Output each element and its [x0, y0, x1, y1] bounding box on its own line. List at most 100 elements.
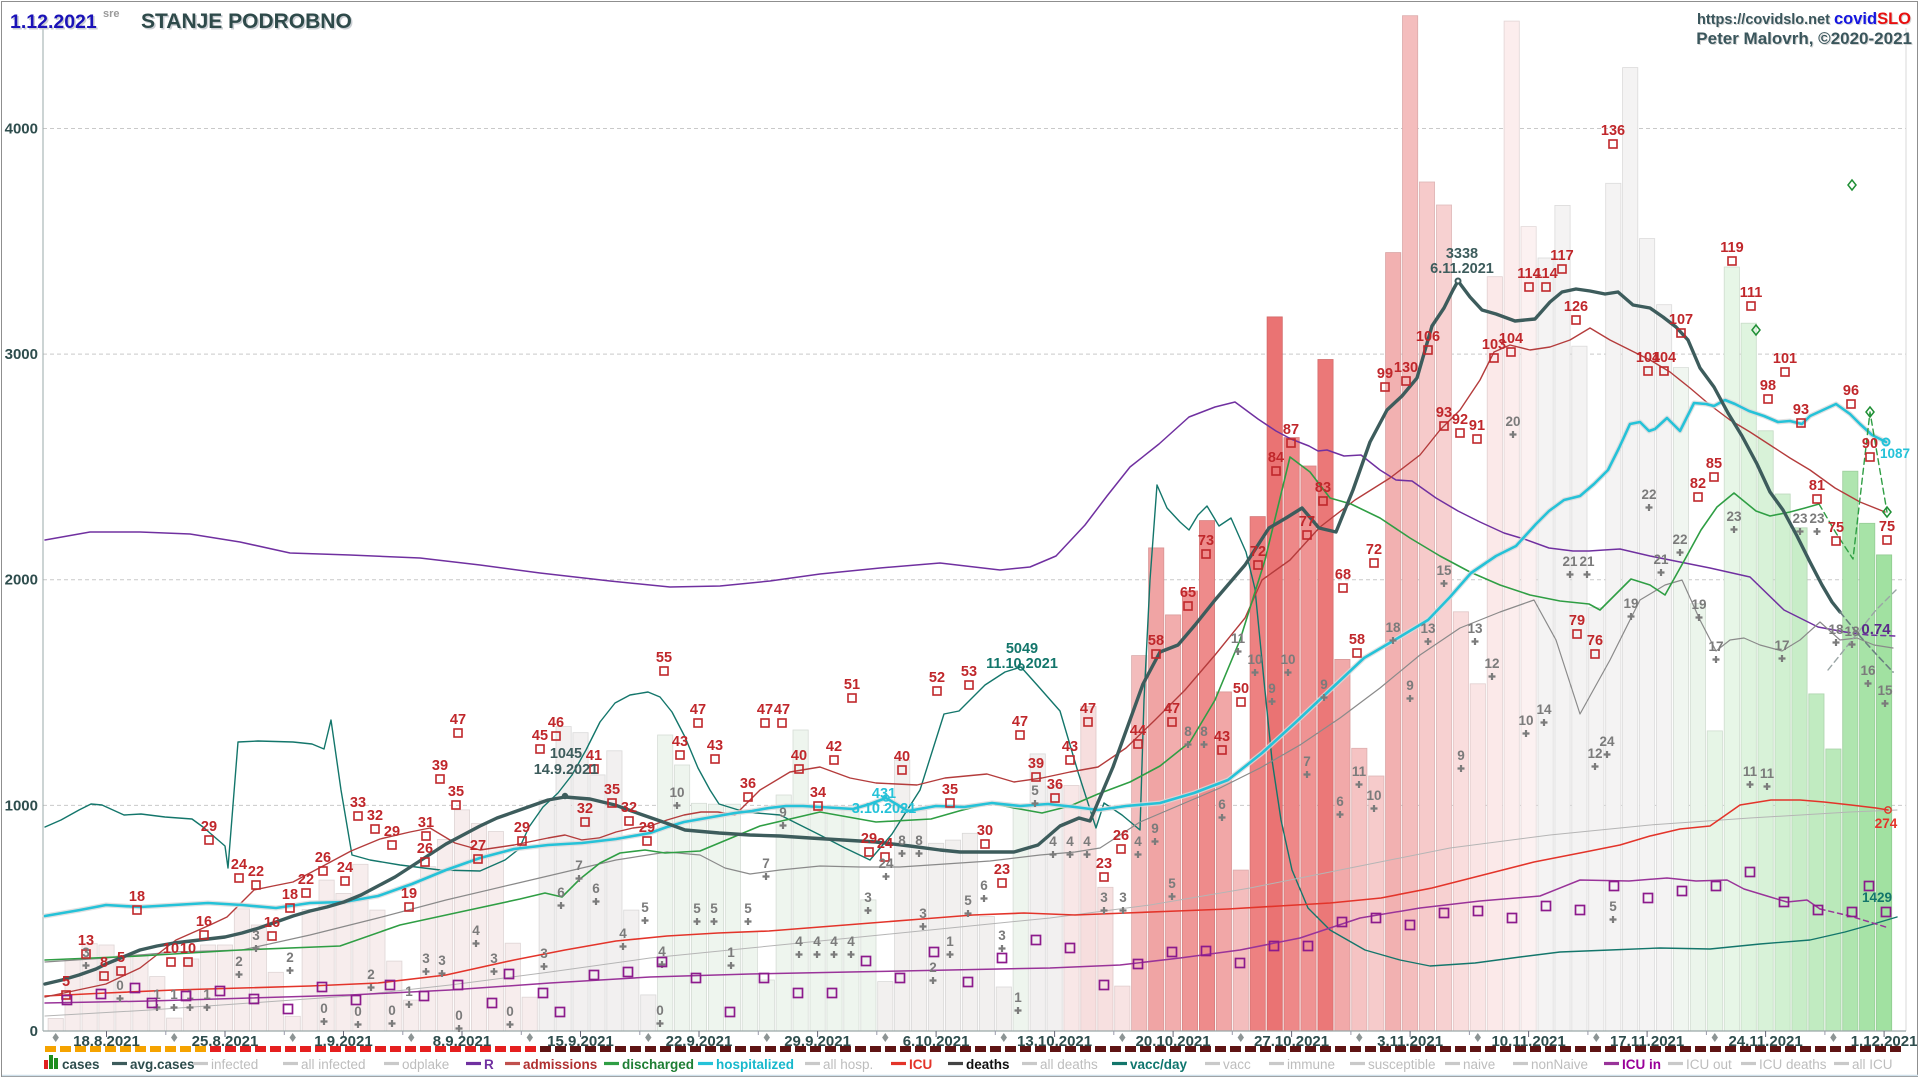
- svg-text:81: 81: [1809, 478, 1825, 494]
- svg-text:1.9.2021: 1.9.2021: [314, 1033, 372, 1050]
- svg-text:22: 22: [248, 864, 264, 880]
- svg-text:12: 12: [1484, 656, 1499, 671]
- svg-text:all ICU: all ICU: [1852, 1057, 1893, 1072]
- svg-text:18: 18: [1844, 624, 1860, 639]
- svg-text:5: 5: [1609, 899, 1617, 914]
- svg-text:2: 2: [235, 954, 243, 969]
- svg-text:111: 111: [1740, 285, 1763, 301]
- svg-text:3: 3: [1100, 890, 1108, 905]
- svg-text:0: 0: [388, 1003, 396, 1018]
- svg-text:6: 6: [557, 885, 565, 900]
- svg-text:47: 47: [450, 712, 466, 728]
- svg-text:34: 34: [810, 785, 826, 801]
- svg-text:103: 103: [1482, 337, 1506, 353]
- svg-text:4: 4: [1049, 834, 1057, 849]
- svg-text:35: 35: [604, 782, 620, 798]
- svg-text:10: 10: [1280, 652, 1295, 667]
- svg-text:13: 13: [1420, 621, 1436, 636]
- svg-text:50: 50: [1233, 681, 1249, 697]
- svg-text:8: 8: [1184, 724, 1192, 739]
- svg-text:0: 0: [116, 978, 124, 993]
- svg-text:16: 16: [196, 914, 212, 930]
- svg-text:10.11.2021: 10.11.2021: [1491, 1033, 1565, 1050]
- svg-text:discharged: discharged: [622, 1057, 694, 1072]
- svg-text:7: 7: [1303, 754, 1311, 769]
- svg-text:8: 8: [898, 833, 906, 848]
- svg-text:4: 4: [619, 926, 627, 941]
- svg-text:18: 18: [1385, 620, 1401, 635]
- svg-text:72: 72: [1366, 542, 1382, 558]
- svg-text:47: 47: [1080, 701, 1096, 717]
- svg-text:6: 6: [1336, 794, 1344, 809]
- svg-text:21: 21: [1653, 552, 1669, 567]
- svg-text:24: 24: [1599, 734, 1615, 749]
- svg-text:85: 85: [1706, 456, 1722, 472]
- svg-text:susceptible: susceptible: [1368, 1057, 1436, 1072]
- svg-text:STANJE PODROBNO: STANJE PODROBNO: [141, 10, 352, 33]
- svg-text:114: 114: [1534, 266, 1557, 282]
- svg-text:6.10.2021: 6.10.2021: [903, 1033, 970, 1050]
- svg-text:27: 27: [470, 838, 486, 854]
- svg-text:136: 136: [1601, 123, 1625, 139]
- svg-text:58: 58: [1349, 632, 1365, 648]
- svg-text:10: 10: [1366, 788, 1381, 803]
- svg-text:9: 9: [1320, 677, 1328, 692]
- svg-text:8: 8: [1200, 724, 1208, 739]
- svg-text:5: 5: [744, 901, 752, 916]
- svg-text:4: 4: [830, 934, 838, 949]
- svg-text:47: 47: [774, 702, 790, 718]
- svg-text:40: 40: [894, 749, 910, 765]
- svg-text:8.9.2021: 8.9.2021: [433, 1033, 491, 1050]
- svg-text:1429: 1429: [1862, 890, 1892, 905]
- svg-text:87: 87: [1283, 422, 1299, 438]
- svg-text:431: 431: [872, 786, 896, 802]
- svg-text:7: 7: [762, 856, 770, 871]
- svg-text:13: 13: [78, 933, 94, 949]
- svg-text:1: 1: [405, 984, 413, 999]
- svg-text:33: 33: [350, 795, 366, 811]
- svg-text:25.8.2021: 25.8.2021: [192, 1033, 259, 1050]
- svg-text:17.11.2021: 17.11.2021: [1610, 1033, 1684, 1050]
- svg-text:39: 39: [432, 758, 448, 774]
- svg-text:119: 119: [1720, 240, 1743, 256]
- svg-text:9: 9: [1406, 678, 1414, 693]
- svg-text:3: 3: [1119, 890, 1127, 905]
- svg-text:5: 5: [1168, 876, 1176, 891]
- svg-text:84: 84: [1268, 450, 1284, 466]
- svg-text:92: 92: [1452, 412, 1468, 428]
- svg-text:73: 73: [1198, 533, 1214, 549]
- svg-text:21: 21: [1579, 554, 1595, 569]
- svg-text:29: 29: [861, 831, 877, 847]
- svg-text:all infected: all infected: [301, 1057, 366, 1072]
- svg-text:sre: sre: [103, 8, 120, 20]
- svg-text:Peter Malovrh, ©2020-2021: Peter Malovrh, ©2020-2021: [1696, 29, 1912, 48]
- svg-text:18.8.2021: 18.8.2021: [73, 1033, 140, 1050]
- svg-text:23: 23: [1726, 509, 1742, 524]
- svg-text:29: 29: [514, 820, 530, 836]
- svg-text:0: 0: [656, 1003, 664, 1018]
- svg-text:39: 39: [1028, 756, 1044, 772]
- svg-text:35: 35: [942, 782, 958, 798]
- svg-text:58: 58: [1148, 633, 1164, 649]
- svg-text:47: 47: [757, 702, 773, 718]
- svg-text:52: 52: [929, 670, 945, 686]
- svg-text:16: 16: [264, 915, 280, 931]
- svg-text:53: 53: [961, 664, 977, 680]
- svg-text:32: 32: [621, 800, 637, 816]
- svg-text:15: 15: [1436, 563, 1452, 578]
- svg-text:0: 0: [506, 1004, 514, 1019]
- svg-text:18: 18: [129, 889, 145, 905]
- svg-text:24: 24: [877, 836, 893, 852]
- svg-text:26: 26: [1113, 828, 1129, 844]
- svg-text:3.11.2021: 3.11.2021: [1377, 1033, 1443, 1050]
- svg-text:4000: 4000: [5, 121, 38, 138]
- svg-text:15: 15: [1877, 683, 1893, 698]
- svg-text:3: 3: [438, 953, 446, 968]
- svg-text:36: 36: [1047, 777, 1063, 793]
- svg-text:35: 35: [448, 784, 464, 800]
- svg-text:3: 3: [998, 928, 1006, 943]
- svg-text:9: 9: [1457, 748, 1465, 763]
- svg-text:3: 3: [82, 945, 90, 960]
- svg-text:104: 104: [1652, 350, 1676, 366]
- svg-text:11: 11: [1352, 764, 1367, 779]
